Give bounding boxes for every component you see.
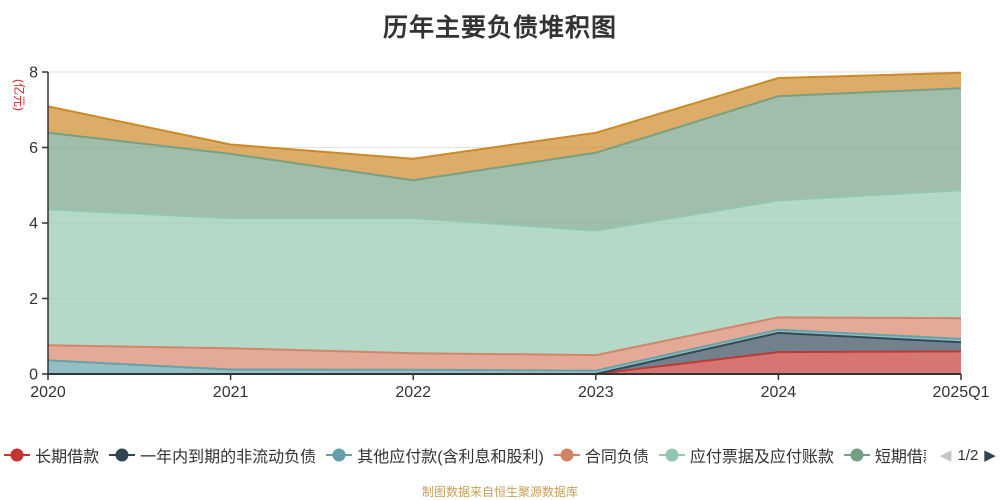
x-tick-label: 2023 xyxy=(578,384,614,401)
x-tick-label: 2022 xyxy=(395,384,431,401)
legend-pager: ◀ 1/2 ▶ xyxy=(940,447,996,464)
legend-marker-icon xyxy=(4,448,31,462)
legend-label: 短期借款 xyxy=(874,449,926,466)
legend-item[interactable]: 合同负债 xyxy=(553,443,649,467)
legend-next-page-icon[interactable]: ▶ xyxy=(984,446,996,464)
x-tick-label: 2020 xyxy=(30,384,66,401)
x-tick-label: 2021 xyxy=(213,384,249,401)
y-tick-label: 0 xyxy=(29,367,38,384)
legend-item[interactable]: 一年内到期的非流动负债 xyxy=(109,443,316,467)
legend-item[interactable]: 应付票据及应付账款 xyxy=(658,443,834,467)
line-series-unnamed xyxy=(47,71,962,160)
y-tick-label: 2 xyxy=(29,291,38,308)
legend-page-indicator: 1/2 xyxy=(957,446,979,464)
area-长期借款 xyxy=(48,351,961,374)
legend-label: 长期借款 xyxy=(35,449,100,466)
legend-label: 合同负债 xyxy=(584,449,649,466)
stacked-area-chart: 2020 2021 2022 2023 2024 2025Q1 0 2 4 6 8 xyxy=(29,65,990,402)
legend: 长期借款 一年内到期的非流动负债 其他应付款(含利息和股利) 合同负债 应付票据及应付账… xyxy=(0,444,1000,466)
line-合同负债 xyxy=(47,316,962,357)
line-其他应付款(含利息和股利) xyxy=(47,328,962,372)
legend-marker-icon xyxy=(109,448,136,462)
area-合同负债 xyxy=(48,317,961,371)
legend-label: 应付票据及应付账款 xyxy=(689,449,834,466)
legend-item[interactable]: 短期借款 xyxy=(843,443,926,467)
line-应付票据及应付账款 xyxy=(47,189,962,232)
legend-label: 其他应付款(含利息和股利) xyxy=(357,449,544,466)
chart-title: 历年主要负债堆积图 xyxy=(382,14,617,42)
area-series-unnamed xyxy=(48,72,961,181)
area-应付票据及应付账款 xyxy=(48,190,961,356)
legend-prev-page-icon[interactable]: ◀ xyxy=(939,446,952,464)
line-短期借款 xyxy=(47,87,962,182)
y-tick-label: 6 xyxy=(29,140,38,157)
area-短期借款 xyxy=(48,88,961,231)
x-tick-label: 2025Q1 xyxy=(933,384,990,401)
x-tick-label: 2024 xyxy=(761,384,797,401)
legend-marker-icon xyxy=(553,448,580,462)
legend-marker-icon xyxy=(658,448,685,462)
y-tick-label: 4 xyxy=(29,216,38,233)
y-tick-label: 8 xyxy=(29,65,38,82)
legend-item[interactable]: 其他应付款(含利息和股利) xyxy=(326,443,544,467)
legend-item[interactable]: 长期借款 xyxy=(4,443,99,467)
legend-label: 一年内到期的非流动负债 xyxy=(140,449,317,466)
legend-marker-icon xyxy=(326,448,353,462)
legend-marker-icon xyxy=(843,448,870,462)
chart-caption: 制图数据来自恒生聚源数据库 xyxy=(421,485,578,499)
